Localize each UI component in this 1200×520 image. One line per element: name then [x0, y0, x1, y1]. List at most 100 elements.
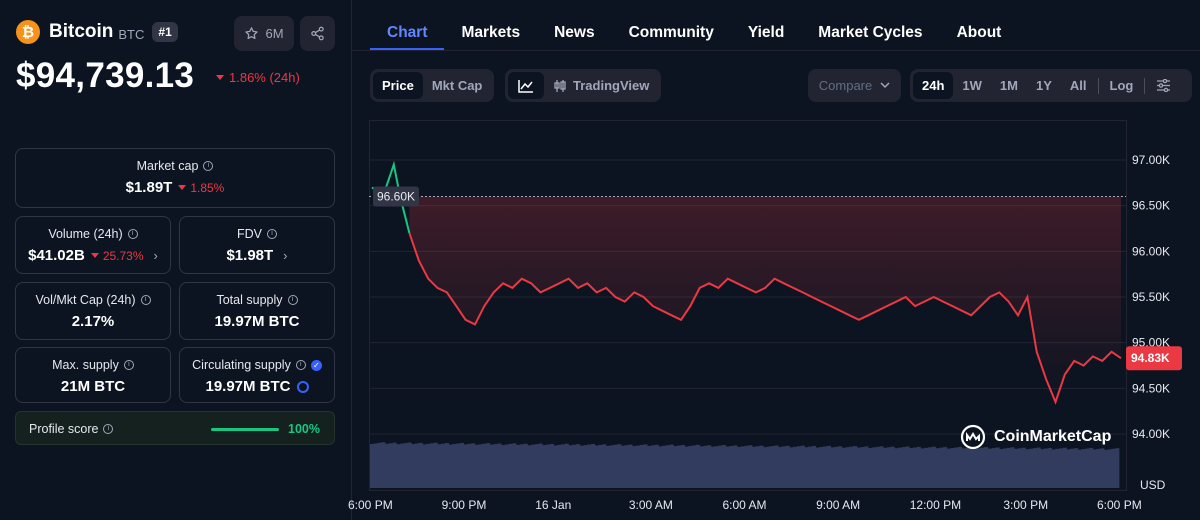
- price-toggle[interactable]: Price: [373, 72, 423, 99]
- current-price-label: 94.83K: [1131, 351, 1170, 365]
- coin-price: $94,739.13: [16, 56, 195, 95]
- info-icon[interactable]: i: [295, 360, 306, 370]
- volume-bar: [407, 442, 412, 488]
- volume-bar: [785, 445, 790, 488]
- volume-bar: [677, 445, 682, 488]
- volume-bar: [1021, 447, 1026, 488]
- volume-bar: [628, 444, 633, 488]
- circulating-supply-value: 19.97M BTC: [205, 378, 291, 395]
- volume-bar: [909, 448, 914, 488]
- volume-bar: [568, 445, 573, 488]
- volume-bar: [523, 443, 528, 488]
- volume-bar: [890, 446, 895, 488]
- info-icon[interactable]: i: [203, 161, 214, 171]
- chevron-down-icon: [880, 82, 890, 89]
- volume-bar: [695, 444, 700, 488]
- volume-bar: [946, 448, 951, 488]
- volume-bar: [669, 444, 674, 488]
- volume-bar: [838, 446, 843, 488]
- price-chart[interactable]: 97.00K 96.50K 96.00K 95.50K 95.00K 94.50K 94.0…: [369, 120, 1189, 495]
- range-all[interactable]: All: [1069, 78, 1087, 93]
- range-1y[interactable]: 1Y: [1035, 78, 1052, 93]
- x-tick-label: 12:00 PM: [909, 498, 962, 512]
- volume-bar: [1047, 447, 1052, 488]
- line-chart-icon: [518, 79, 533, 93]
- watchlist-button[interactable]: 6M: [234, 16, 294, 51]
- line-chart-toggle[interactable]: [508, 72, 544, 99]
- volume-bar: [1051, 449, 1056, 488]
- volume-bar: [429, 443, 435, 488]
- volume-bar: [1025, 449, 1030, 488]
- range-1w[interactable]: 1W: [962, 78, 982, 93]
- volume-bar: [1010, 447, 1015, 488]
- info-icon[interactable]: i: [123, 360, 134, 370]
- volume-bar: [811, 446, 817, 488]
- volume-bar: [766, 446, 772, 488]
- volume-bar: [388, 443, 393, 488]
- volume-bar: [459, 442, 465, 488]
- volume-card[interactable]: Volume (24h) i $41.02B 25.73% ›: [15, 216, 171, 274]
- volume-bar: [879, 446, 884, 488]
- volume-bar: [1062, 447, 1067, 488]
- tradingview-toggle[interactable]: TradingView: [544, 72, 658, 99]
- volume-bar: [714, 446, 719, 488]
- info-icon[interactable]: i: [103, 424, 114, 434]
- vol-mkt-cap-label: Vol/Mkt Cap (24h): [35, 293, 136, 307]
- volume-bar: [737, 446, 742, 488]
- info-icon[interactable]: i: [140, 295, 151, 305]
- y-tick-label: 95.50K: [1132, 290, 1170, 304]
- tab-markets[interactable]: Markets: [461, 24, 521, 41]
- volume-bar: [392, 442, 397, 488]
- range-1m[interactable]: 1M: [999, 78, 1018, 93]
- coin-symbol: BTC: [118, 26, 145, 42]
- volume-bar: [707, 445, 712, 488]
- fdv-value-row: $1.98T ›: [180, 247, 334, 264]
- volume-bar: [632, 446, 637, 488]
- profile-score-label-row: Profile score i: [29, 422, 114, 436]
- volume-bar: [463, 444, 468, 488]
- max-supply-label: Max. supply: [52, 358, 119, 372]
- volume-bar: [853, 446, 858, 488]
- volume-bar: [471, 443, 476, 488]
- volume-bar: [403, 443, 408, 488]
- volume-bar: [639, 444, 644, 488]
- volume-bar: [688, 445, 693, 488]
- info-icon[interactable]: i: [287, 295, 298, 305]
- volume-bar: [969, 447, 974, 488]
- volume-bar: [931, 446, 936, 488]
- volume-bar: [894, 448, 899, 488]
- x-tick-label: 3:00 AM: [628, 498, 673, 512]
- tab-about[interactable]: About: [956, 24, 1002, 41]
- down-arrow-icon: [178, 185, 187, 190]
- coin-overview-panel: ₿ Bitcoin BTC #1 6M $94,739.13 1.86% (24…: [0, 0, 352, 520]
- compare-dropdown[interactable]: Compare: [808, 69, 901, 102]
- info-icon[interactable]: i: [267, 229, 277, 239]
- tab-news[interactable]: News: [554, 24, 595, 41]
- volume-bar: [823, 446, 828, 488]
- tradingview-label: TradingView: [573, 78, 650, 93]
- tab-market-cycles[interactable]: Market Cycles: [818, 24, 923, 41]
- chart-settings-button[interactable]: [1147, 72, 1180, 99]
- share-button[interactable]: [300, 16, 335, 51]
- volume-bar: [1111, 448, 1116, 488]
- info-icon[interactable]: i: [127, 229, 138, 239]
- plot-border: [369, 120, 1127, 491]
- volume-bar: [557, 444, 562, 488]
- market-cap-card: Market cap i $1.89T 1.85%: [15, 148, 335, 208]
- y-tick-label: 96.50K: [1132, 199, 1170, 213]
- volume-bar: [868, 447, 873, 488]
- volume-bar: [849, 446, 854, 488]
- volume-bar: [680, 444, 685, 488]
- fdv-card[interactable]: FDV i $1.98T ›: [179, 216, 335, 274]
- range-24h[interactable]: 24h: [913, 72, 954, 99]
- mktcap-toggle[interactable]: Mkt Cap: [431, 78, 483, 93]
- volume-bar: [579, 445, 584, 488]
- market-cap-value: $1.89T: [125, 179, 173, 196]
- tab-community[interactable]: Community: [628, 24, 714, 41]
- volume-bar: [722, 445, 727, 488]
- tab-chart[interactable]: Chart: [370, 0, 445, 50]
- volume-bar: [733, 445, 738, 488]
- volume-bar: [800, 445, 805, 488]
- tab-yield[interactable]: Yield: [747, 24, 785, 41]
- log-scale-toggle[interactable]: Log: [1109, 78, 1134, 93]
